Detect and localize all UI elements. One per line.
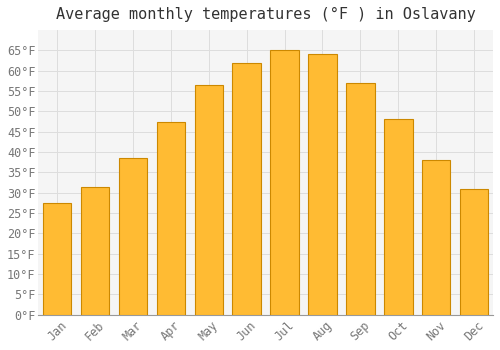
Title: Average monthly temperatures (°F ) in Oslavany: Average monthly temperatures (°F ) in Os… bbox=[56, 7, 476, 22]
Bar bbox=[346, 83, 374, 315]
Bar bbox=[384, 119, 412, 315]
Bar bbox=[308, 55, 336, 315]
Bar bbox=[460, 189, 488, 315]
Bar bbox=[81, 187, 110, 315]
Bar bbox=[270, 50, 299, 315]
Bar bbox=[422, 160, 450, 315]
Bar bbox=[43, 203, 72, 315]
Bar bbox=[119, 158, 147, 315]
Bar bbox=[156, 121, 185, 315]
Bar bbox=[232, 63, 261, 315]
Bar bbox=[194, 85, 223, 315]
